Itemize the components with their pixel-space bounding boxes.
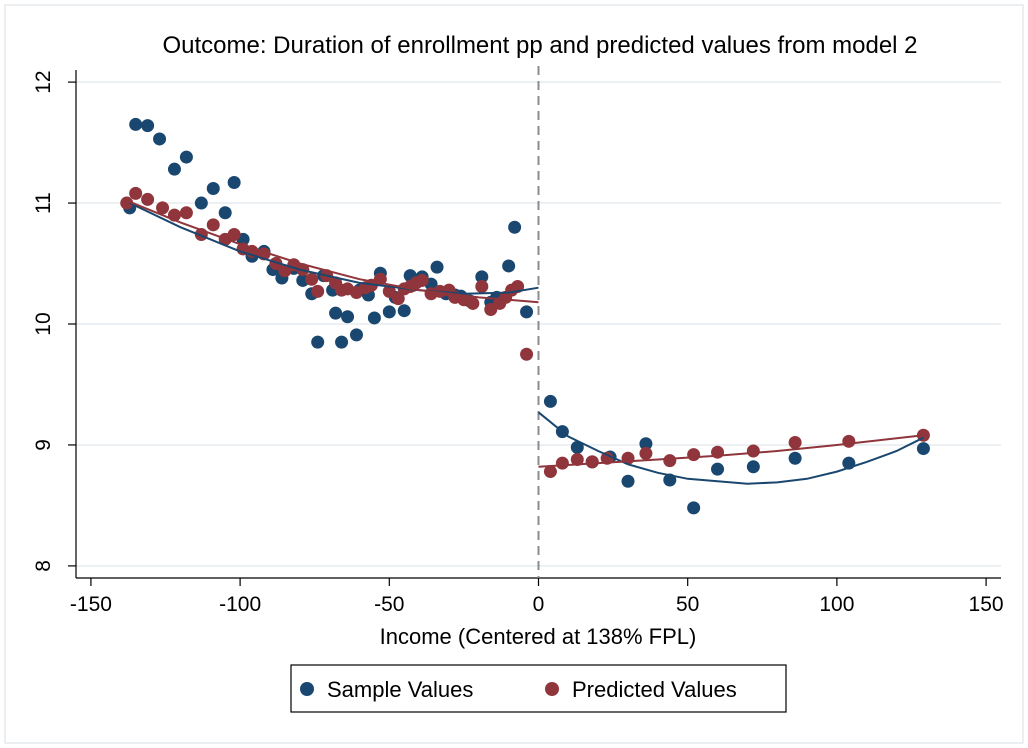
point-predicted-values-28 <box>391 292 405 306</box>
point-predicted-values-58 <box>842 434 856 448</box>
x-tick-label-5: 100 <box>819 593 854 616</box>
point-sample-values-56 <box>711 462 725 476</box>
point-predicted-values-7 <box>206 218 220 232</box>
y-tick-label-3: 11 <box>32 192 55 214</box>
point-sample-values-52 <box>621 474 635 488</box>
point-sample-values-1 <box>129 117 143 131</box>
point-predicted-values-53 <box>663 454 677 468</box>
legend-box <box>290 664 787 713</box>
point-predicted-values-32 <box>415 273 429 287</box>
point-predicted-values-48 <box>570 452 584 466</box>
point-predicted-values-27 <box>382 284 396 298</box>
point-sample-values-45 <box>508 220 522 234</box>
fit-line-0 <box>129 202 539 295</box>
legend: Sample Values Predicted Values <box>290 664 787 713</box>
legend-label-sample-values: Sample Values <box>327 677 473 702</box>
point-predicted-values-13 <box>269 257 283 271</box>
x-tick-label-6: 150 <box>969 593 1004 616</box>
point-predicted-values-9 <box>227 227 241 241</box>
point-sample-values-6 <box>194 196 208 210</box>
point-sample-values-23 <box>341 310 355 324</box>
fit-line-3 <box>538 434 924 468</box>
y-tick-label-1: 9 <box>32 439 55 451</box>
point-predicted-values-56 <box>746 444 760 458</box>
point-predicted-values-52 <box>639 446 653 460</box>
plot-area: 8 9 10 11 12 -150 -100 -50 0 50 100 150 <box>32 66 1004 616</box>
point-sample-values-5 <box>179 150 193 164</box>
fit-line-2 <box>129 200 539 304</box>
x-tick-label-4: 50 <box>676 593 699 616</box>
point-predicted-values-38 <box>466 296 480 310</box>
point-predicted-values-47 <box>555 456 569 470</box>
point-sample-values-8 <box>218 206 232 220</box>
chart-title: Outcome: Duration of enrollment pp and p… <box>162 32 917 59</box>
point-sample-values-4 <box>167 162 181 176</box>
point-sample-values-22 <box>335 335 349 349</box>
point-sample-values-44 <box>502 259 516 273</box>
point-predicted-values-39 <box>475 280 489 294</box>
point-sample-values-36 <box>430 260 444 274</box>
legend-label-predicted-values: Predicted Values <box>572 677 737 702</box>
point-sample-values-2 <box>141 119 155 133</box>
point-sample-values-31 <box>397 304 411 318</box>
point-sample-values-57 <box>746 460 760 474</box>
point-predicted-values-3 <box>156 201 170 215</box>
point-predicted-values-1 <box>129 186 143 200</box>
point-sample-values-24 <box>349 328 363 342</box>
y-tick-label-0: 8 <box>32 560 55 572</box>
point-predicted-values-54 <box>687 448 701 462</box>
point-predicted-values-2 <box>141 192 155 206</box>
outer-frame <box>4 4 1024 744</box>
point-predicted-values-49 <box>585 455 599 469</box>
point-sample-values-18 <box>311 335 325 349</box>
point-sample-values-27 <box>367 311 381 325</box>
fit-line-1 <box>537 411 924 485</box>
x-tick-label-2: -50 <box>374 593 404 616</box>
x-tick-label-0: -150 <box>70 593 112 616</box>
point-predicted-values-18 <box>311 284 325 298</box>
point-sample-values-49 <box>570 440 584 454</box>
x-tick-label-1: -100 <box>219 593 261 616</box>
legend-marker-predicted-values <box>545 682 559 696</box>
point-sample-values-41 <box>475 270 489 284</box>
point-sample-values-29 <box>382 305 396 319</box>
point-predicted-values-45 <box>520 347 534 361</box>
point-sample-values-53 <box>639 437 653 451</box>
point-sample-values-3 <box>153 132 167 146</box>
legend-marker-sample-values <box>300 682 314 696</box>
point-sample-values-55 <box>687 501 701 515</box>
y-tick-label-2: 10 <box>32 312 55 335</box>
point-predicted-values-5 <box>179 206 193 220</box>
point-sample-values-9 <box>227 175 241 189</box>
point-sample-values-7 <box>206 182 220 196</box>
point-sample-values-46 <box>520 305 534 319</box>
point-predicted-values-57 <box>788 436 802 450</box>
point-sample-values-58 <box>788 451 802 465</box>
point-sample-values-21 <box>329 306 343 320</box>
x-tick-label-3: 0 <box>533 593 545 616</box>
point-predicted-values-46 <box>543 465 557 479</box>
x-axis-title: Income (Centered at 138% FPL) <box>380 624 697 649</box>
y-tick-label-4: 12 <box>32 70 55 93</box>
point-sample-values-60 <box>916 442 930 456</box>
point-predicted-values-17 <box>305 272 319 286</box>
point-predicted-values-0 <box>120 196 134 210</box>
point-sample-values-47 <box>543 394 557 408</box>
